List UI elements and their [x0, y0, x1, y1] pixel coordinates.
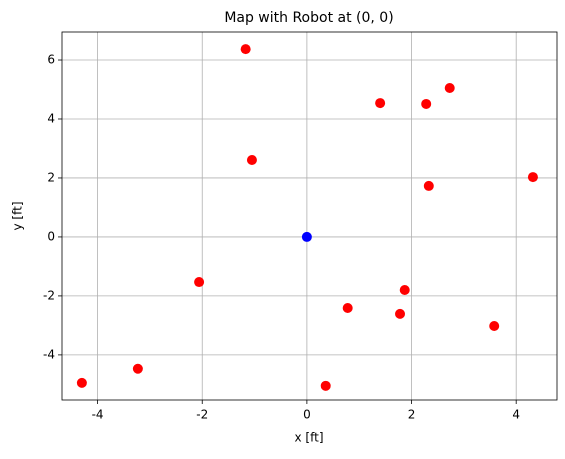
y-tick-label: 2 [47, 170, 55, 184]
point [423, 180, 434, 191]
point [399, 285, 410, 296]
y-tick-label: -4 [43, 347, 55, 361]
point [246, 154, 257, 165]
y-axis-label: y [ft] [11, 202, 25, 231]
point [194, 277, 205, 288]
x-tick-label: 2 [408, 408, 416, 422]
point [395, 308, 406, 319]
x-tick-label: 4 [512, 408, 520, 422]
x-tick-label: -2 [196, 408, 208, 422]
point [489, 320, 500, 331]
y-tick-label: 0 [47, 229, 55, 243]
x-tick-label: 0 [303, 408, 311, 422]
point [527, 172, 538, 183]
y-tick-label: 6 [47, 53, 55, 67]
point [342, 303, 353, 313]
point [444, 83, 455, 94]
plot-frame [61, 31, 558, 401]
point [132, 363, 143, 374]
x-axis-label: x [ft] [295, 431, 324, 445]
y-tick-label: -2 [43, 288, 55, 302]
point [375, 98, 386, 109]
x-tick-label: -4 [92, 408, 104, 422]
point [421, 98, 432, 109]
point [240, 44, 251, 55]
chart-title: Map with Robot at (0, 0) [224, 10, 393, 26]
y-tick-label: 4 [47, 111, 55, 125]
point [301, 231, 312, 242]
point [76, 377, 87, 388]
point [320, 380, 331, 391]
